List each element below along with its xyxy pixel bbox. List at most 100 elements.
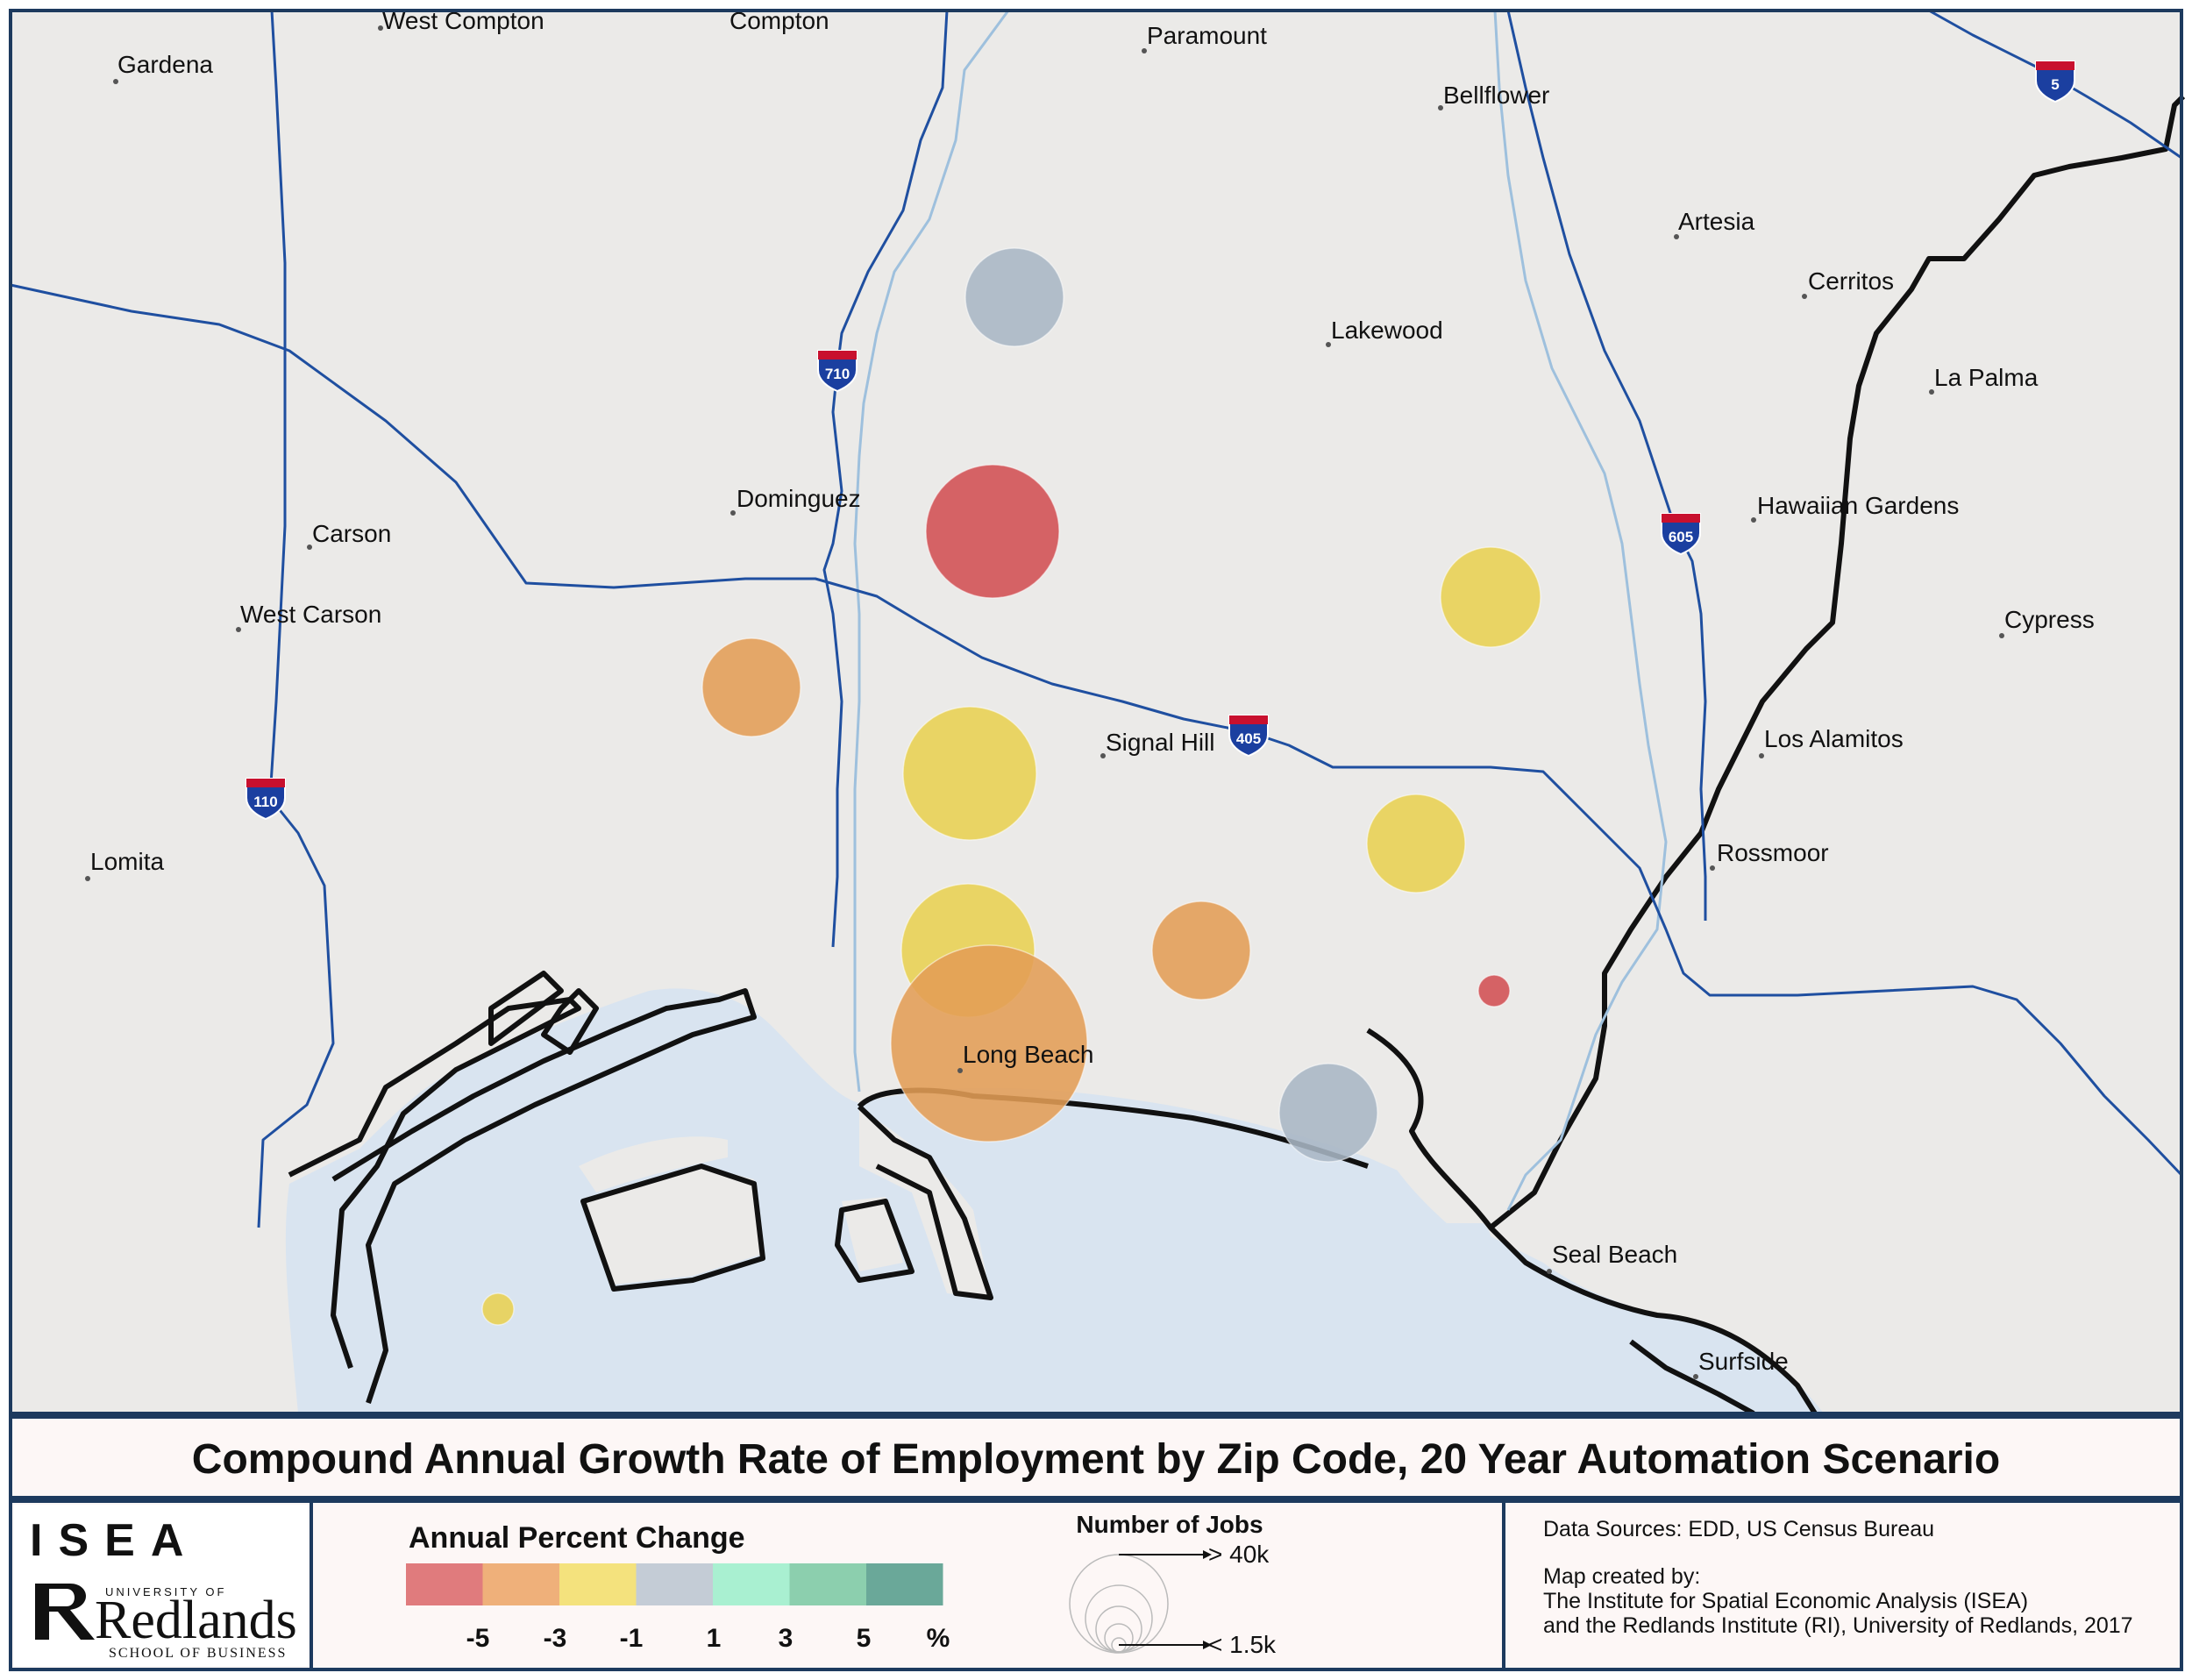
bottom-panel: ISEA UNIVERSITY OF Redlands SCHOOL OF BU… <box>9 1499 2183 1671</box>
place-label: Lakewood <box>1331 317 1443 344</box>
place-long-beach: Long Beach <box>957 1041 1093 1073</box>
map-border <box>9 9 2183 1415</box>
size-max-label: > 40k <box>1208 1541 1270 1568</box>
legend-tick-label: 3 <box>779 1624 794 1653</box>
credits-line-2: and the Redlands Institute (RI), Univers… <box>1543 1613 2133 1638</box>
zip-bubble[interactable] <box>902 706 1037 841</box>
place-hawaiian-gardens: Hawaiian Gardens <box>1751 492 1959 523</box>
place-label: Dominguez <box>737 485 861 512</box>
place-cypress: Cypress <box>1999 606 2095 638</box>
map-title: Compound Annual Growth Rate of Employmen… <box>192 1436 2000 1483</box>
place-label: West Carson <box>240 601 381 628</box>
harbor-land <box>859 1109 991 1298</box>
place-carson: Carson <box>307 520 391 550</box>
data-sources: Data Sources: EDD, US Census Bureau <box>1543 1517 1934 1541</box>
size-min-label: < 1.5k <box>1208 1631 1277 1658</box>
place-label: Hawaiian Gardens <box>1757 492 1959 519</box>
place-rossmoor: Rossmoor <box>1710 839 1829 871</box>
legend-tick-label: -1 <box>620 1624 644 1653</box>
legend-swatch <box>559 1563 637 1605</box>
harbor-land <box>583 1166 763 1285</box>
place-dominguez: Dominguez <box>730 485 861 516</box>
freeway-710 <box>822 10 949 948</box>
place-seal-beach: Seal Beach <box>1547 1241 1677 1274</box>
zip-bubble[interactable] <box>701 637 801 737</box>
legend-tick-label: 5 <box>857 1624 872 1653</box>
credits-line-1: The Institute for Spatial Economic Analy… <box>1543 1589 2028 1613</box>
shield-number: 605 <box>1669 529 1693 545</box>
legend-tick-label: -5 <box>466 1624 490 1653</box>
shield-number: 110 <box>253 794 277 810</box>
shield-number: 710 <box>825 366 850 382</box>
legend-swatch <box>713 1563 790 1605</box>
place-label: Gardena <box>117 51 213 78</box>
place-label: Rossmoor <box>1717 839 1829 866</box>
place-lakewood: Lakewood <box>1326 317 1443 347</box>
legend-heading: Annual Percent Change <box>409 1521 745 1555</box>
shield-number: 5 <box>2051 76 2059 93</box>
freeway-605 <box>1506 10 1707 921</box>
place-label: Lomita <box>90 848 164 875</box>
logo-school: SCHOOL OF BUSINESS <box>109 1646 287 1661</box>
color-legend: Annual Percent Change -5 -3 -1 1 3 5% <box>406 1521 950 1653</box>
place-artesia: Artesia <box>1674 208 1755 239</box>
zip-bubble[interactable] <box>964 247 1064 347</box>
place-surfside: Surfside <box>1693 1348 1789 1379</box>
zip-bubble[interactable] <box>481 1292 515 1326</box>
zip-bubble[interactable] <box>890 944 1088 1143</box>
place-label: Paramount <box>1147 22 1267 49</box>
freeway-110 <box>257 10 335 1228</box>
legend-swatches <box>406 1563 943 1605</box>
zip-bubble[interactable] <box>1477 974 1511 1007</box>
place-west-carson: West Carson <box>236 601 381 632</box>
legend-tick-label: % <box>927 1624 950 1653</box>
legend-tick-label: 1 <box>707 1624 722 1653</box>
isea-redlands-logo: ISEA UNIVERSITY OF Redlands SCHOOL OF BU… <box>14 1505 308 1666</box>
legend-swatch <box>482 1563 559 1605</box>
zip-bubble[interactable] <box>1440 546 1541 648</box>
logo-university: UNIVERSITY OF <box>105 1585 226 1598</box>
map-area[interactable]: West Compton Compton Paramount Gardena B… <box>9 7 2186 1416</box>
interstate-110-shield: 110 <box>246 778 286 821</box>
place-paramount: Paramount <box>1142 22 1267 53</box>
place-label: Carson <box>312 520 391 547</box>
redlands-r-mark <box>35 1584 95 1640</box>
place-signal-hill: Signal Hill <box>1100 729 1215 758</box>
place-label: Bellflower <box>1443 82 1549 109</box>
interstate-5-shield: 5 <box>2035 61 2075 103</box>
place-label: Signal Hill <box>1106 729 1215 756</box>
interstate-405-shield: 405 <box>1228 715 1269 758</box>
freeway-405 <box>10 283 2183 1177</box>
place-label: Cerritos <box>1808 267 1894 295</box>
ocean <box>285 988 1824 1413</box>
legend-tick-label: -3 <box>544 1624 567 1653</box>
logo-redlands: Redlands <box>95 1591 297 1650</box>
place-label: Los Alamitos <box>1764 725 1904 752</box>
zip-bubble[interactable] <box>1366 794 1466 893</box>
rivers <box>853 10 1668 1211</box>
interstate-605-shield: 605 <box>1661 513 1701 556</box>
legend-swatch <box>789 1563 866 1605</box>
map-credits: Data Sources: EDD, US Census Bureau Map … <box>1543 1517 2133 1638</box>
place-los-alamitos: Los Alamitos <box>1759 725 1904 758</box>
zip-bubble[interactable] <box>1278 1063 1378 1163</box>
place-label: Seal Beach <box>1552 1241 1677 1268</box>
size-legend: Number of Jobs > 40k < 1.5k <box>1069 1511 1277 1658</box>
place-gardena: Gardena <box>113 51 213 84</box>
shield-number: 405 <box>1236 730 1261 747</box>
place-lomita: Lomita <box>85 848 164 881</box>
zip-bubble[interactable] <box>1151 901 1251 1000</box>
legend-swatch <box>636 1563 713 1605</box>
harbor-land <box>1368 1030 1491 1223</box>
interstate-710-shield: 710 <box>817 350 858 393</box>
place-labels: West Compton Compton Paramount Gardena B… <box>85 7 2095 1379</box>
interstate-shields: 5 710 605 405 110 <box>246 61 2075 821</box>
harbor-land <box>842 1197 903 1271</box>
place-label: Artesia <box>1678 208 1755 235</box>
legend-swatch <box>406 1563 483 1605</box>
legend-swatch <box>866 1563 943 1605</box>
zip-bubble[interactable] <box>925 464 1060 599</box>
isea-wordmark: ISEA <box>30 1515 199 1566</box>
zip-code-bubbles <box>481 247 1541 1326</box>
